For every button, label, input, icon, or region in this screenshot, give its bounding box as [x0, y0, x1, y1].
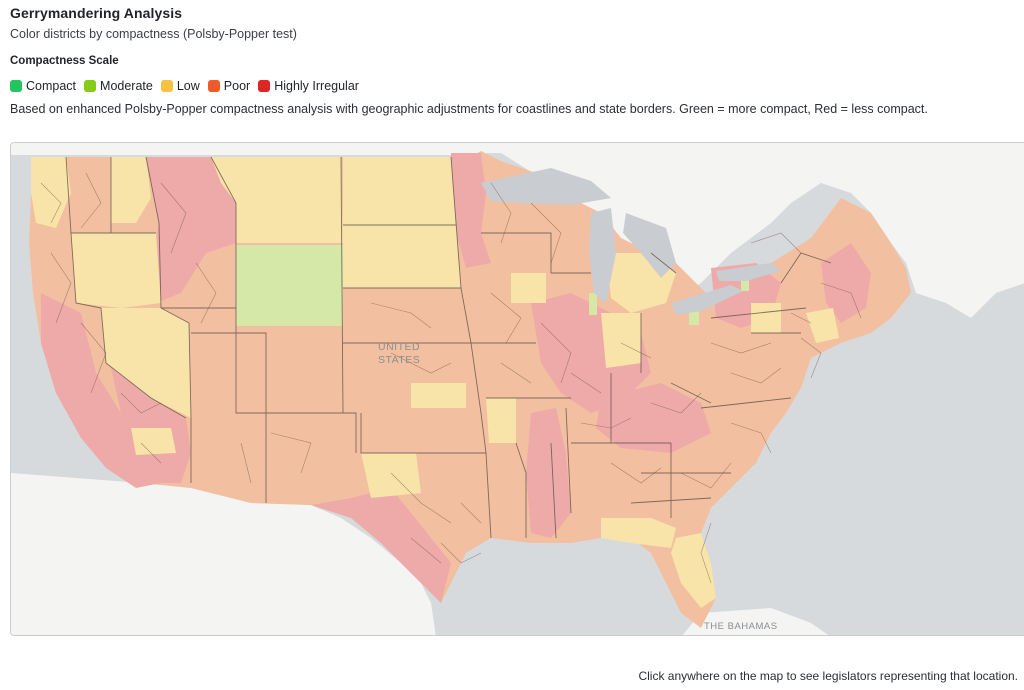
- low-nj: [806, 308, 839, 343]
- analysis-description: Based on enhanced Polsby-Popper compactn…: [10, 102, 928, 116]
- low-nevada: [101, 308, 191, 418]
- legend-item-moderate: Moderate: [84, 79, 153, 93]
- irregular-northwest: [146, 157, 236, 303]
- page-subtitle: Color districts by compactness (Polsby-P…: [10, 27, 297, 41]
- legend-label-highly-irregular: Highly Irregular: [274, 79, 359, 93]
- low-washington-coast: [31, 157, 71, 228]
- lake-superior: [481, 168, 611, 205]
- country-label-line1: UNITED: [378, 341, 420, 353]
- legend-swatch-compact: [10, 80, 22, 92]
- low-florida: [671, 533, 716, 608]
- lake-michigan: [589, 208, 616, 303]
- lake-erie: [671, 285, 743, 315]
- irregular-mississippi: [526, 408, 571, 538]
- page-title: Gerrymandering Analysis: [10, 5, 183, 21]
- legend-item-highly-irregular: Highly Irregular: [258, 79, 359, 93]
- moderate-wyoming: [236, 245, 343, 326]
- irregular-nevada-az: [111, 368, 191, 483]
- low-louisiana-coast: [601, 518, 676, 548]
- canada-land: [11, 143, 1024, 318]
- legend-item-poor: Poor: [207, 79, 251, 93]
- lake-ontario: [716, 263, 781, 281]
- irregular-texas: [311, 488, 451, 603]
- moderate-chicago: [589, 293, 597, 315]
- map-instruction: Click anywhere on the map to see legisla…: [638, 669, 1018, 683]
- legend-label-compact: Compact: [26, 79, 77, 93]
- irregular-minnesota: [451, 153, 491, 268]
- compactness-scale-heading: Compactness Scale: [10, 55, 119, 67]
- low-north-dakota: [343, 157, 456, 225]
- bahamas-label: THE BAHAMAS: [704, 621, 778, 632]
- irregular-appalachia: [596, 383, 711, 453]
- legend-item-low: Low: [160, 79, 200, 93]
- legend-swatch-low: [160, 80, 173, 92]
- low-oklahoma-west: [361, 453, 421, 498]
- legend-label-moderate: Moderate: [100, 79, 153, 93]
- district-map-svg[interactable]: UNITED STATES THE BAHAMAS: [11, 143, 1024, 636]
- low-los-angeles: [131, 428, 176, 455]
- low-pennsylvania-east: [751, 303, 781, 333]
- legend-swatch-highly-irregular: [258, 80, 271, 92]
- irregular-newengland: [821, 243, 871, 323]
- low-idaho-north: [111, 157, 151, 223]
- state-borders: [65, 156, 832, 539]
- low-arkansas: [486, 398, 516, 443]
- legend-item-compact: Compact: [10, 79, 76, 93]
- district-map[interactable]: UNITED STATES THE BAHAMAS: [10, 142, 1024, 636]
- legend-swatch-moderate: [84, 80, 97, 92]
- mexico-land: [11, 473, 436, 635]
- low-indiana: [601, 313, 641, 368]
- cuba-land: [682, 608, 829, 635]
- legend-label-low: Low: [176, 79, 200, 93]
- low-oregon: [71, 233, 161, 308]
- low-iowa-pocket: [511, 273, 546, 303]
- low-montana: [211, 157, 343, 243]
- district-boundaries: [40, 172, 862, 584]
- country-label-line2: STATES: [378, 354, 420, 366]
- low-kansas-south: [411, 383, 466, 408]
- legend-swatch-poor: [207, 80, 220, 92]
- irregular-california: [41, 293, 161, 488]
- low-south-dakota: [343, 225, 461, 288]
- compactness-legend: Compact Moderate Low Poor Highly Irregul…: [10, 79, 367, 93]
- lake-huron: [623, 213, 676, 278]
- legend-label-poor: Poor: [223, 79, 251, 93]
